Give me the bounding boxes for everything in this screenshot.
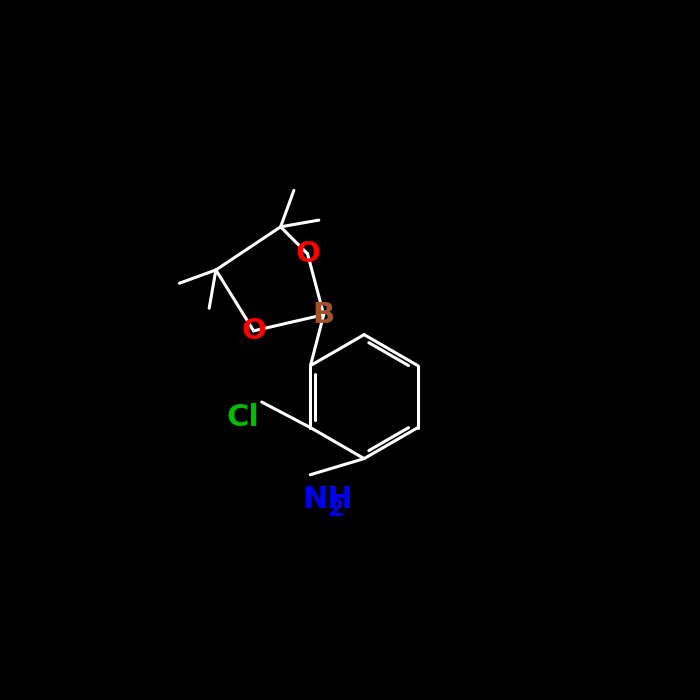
Text: Cl: Cl [226, 402, 259, 432]
Text: B: B [313, 301, 335, 329]
Text: 2: 2 [328, 497, 344, 521]
Text: NH: NH [302, 484, 353, 514]
Text: O: O [295, 240, 320, 268]
Text: O: O [241, 317, 266, 345]
